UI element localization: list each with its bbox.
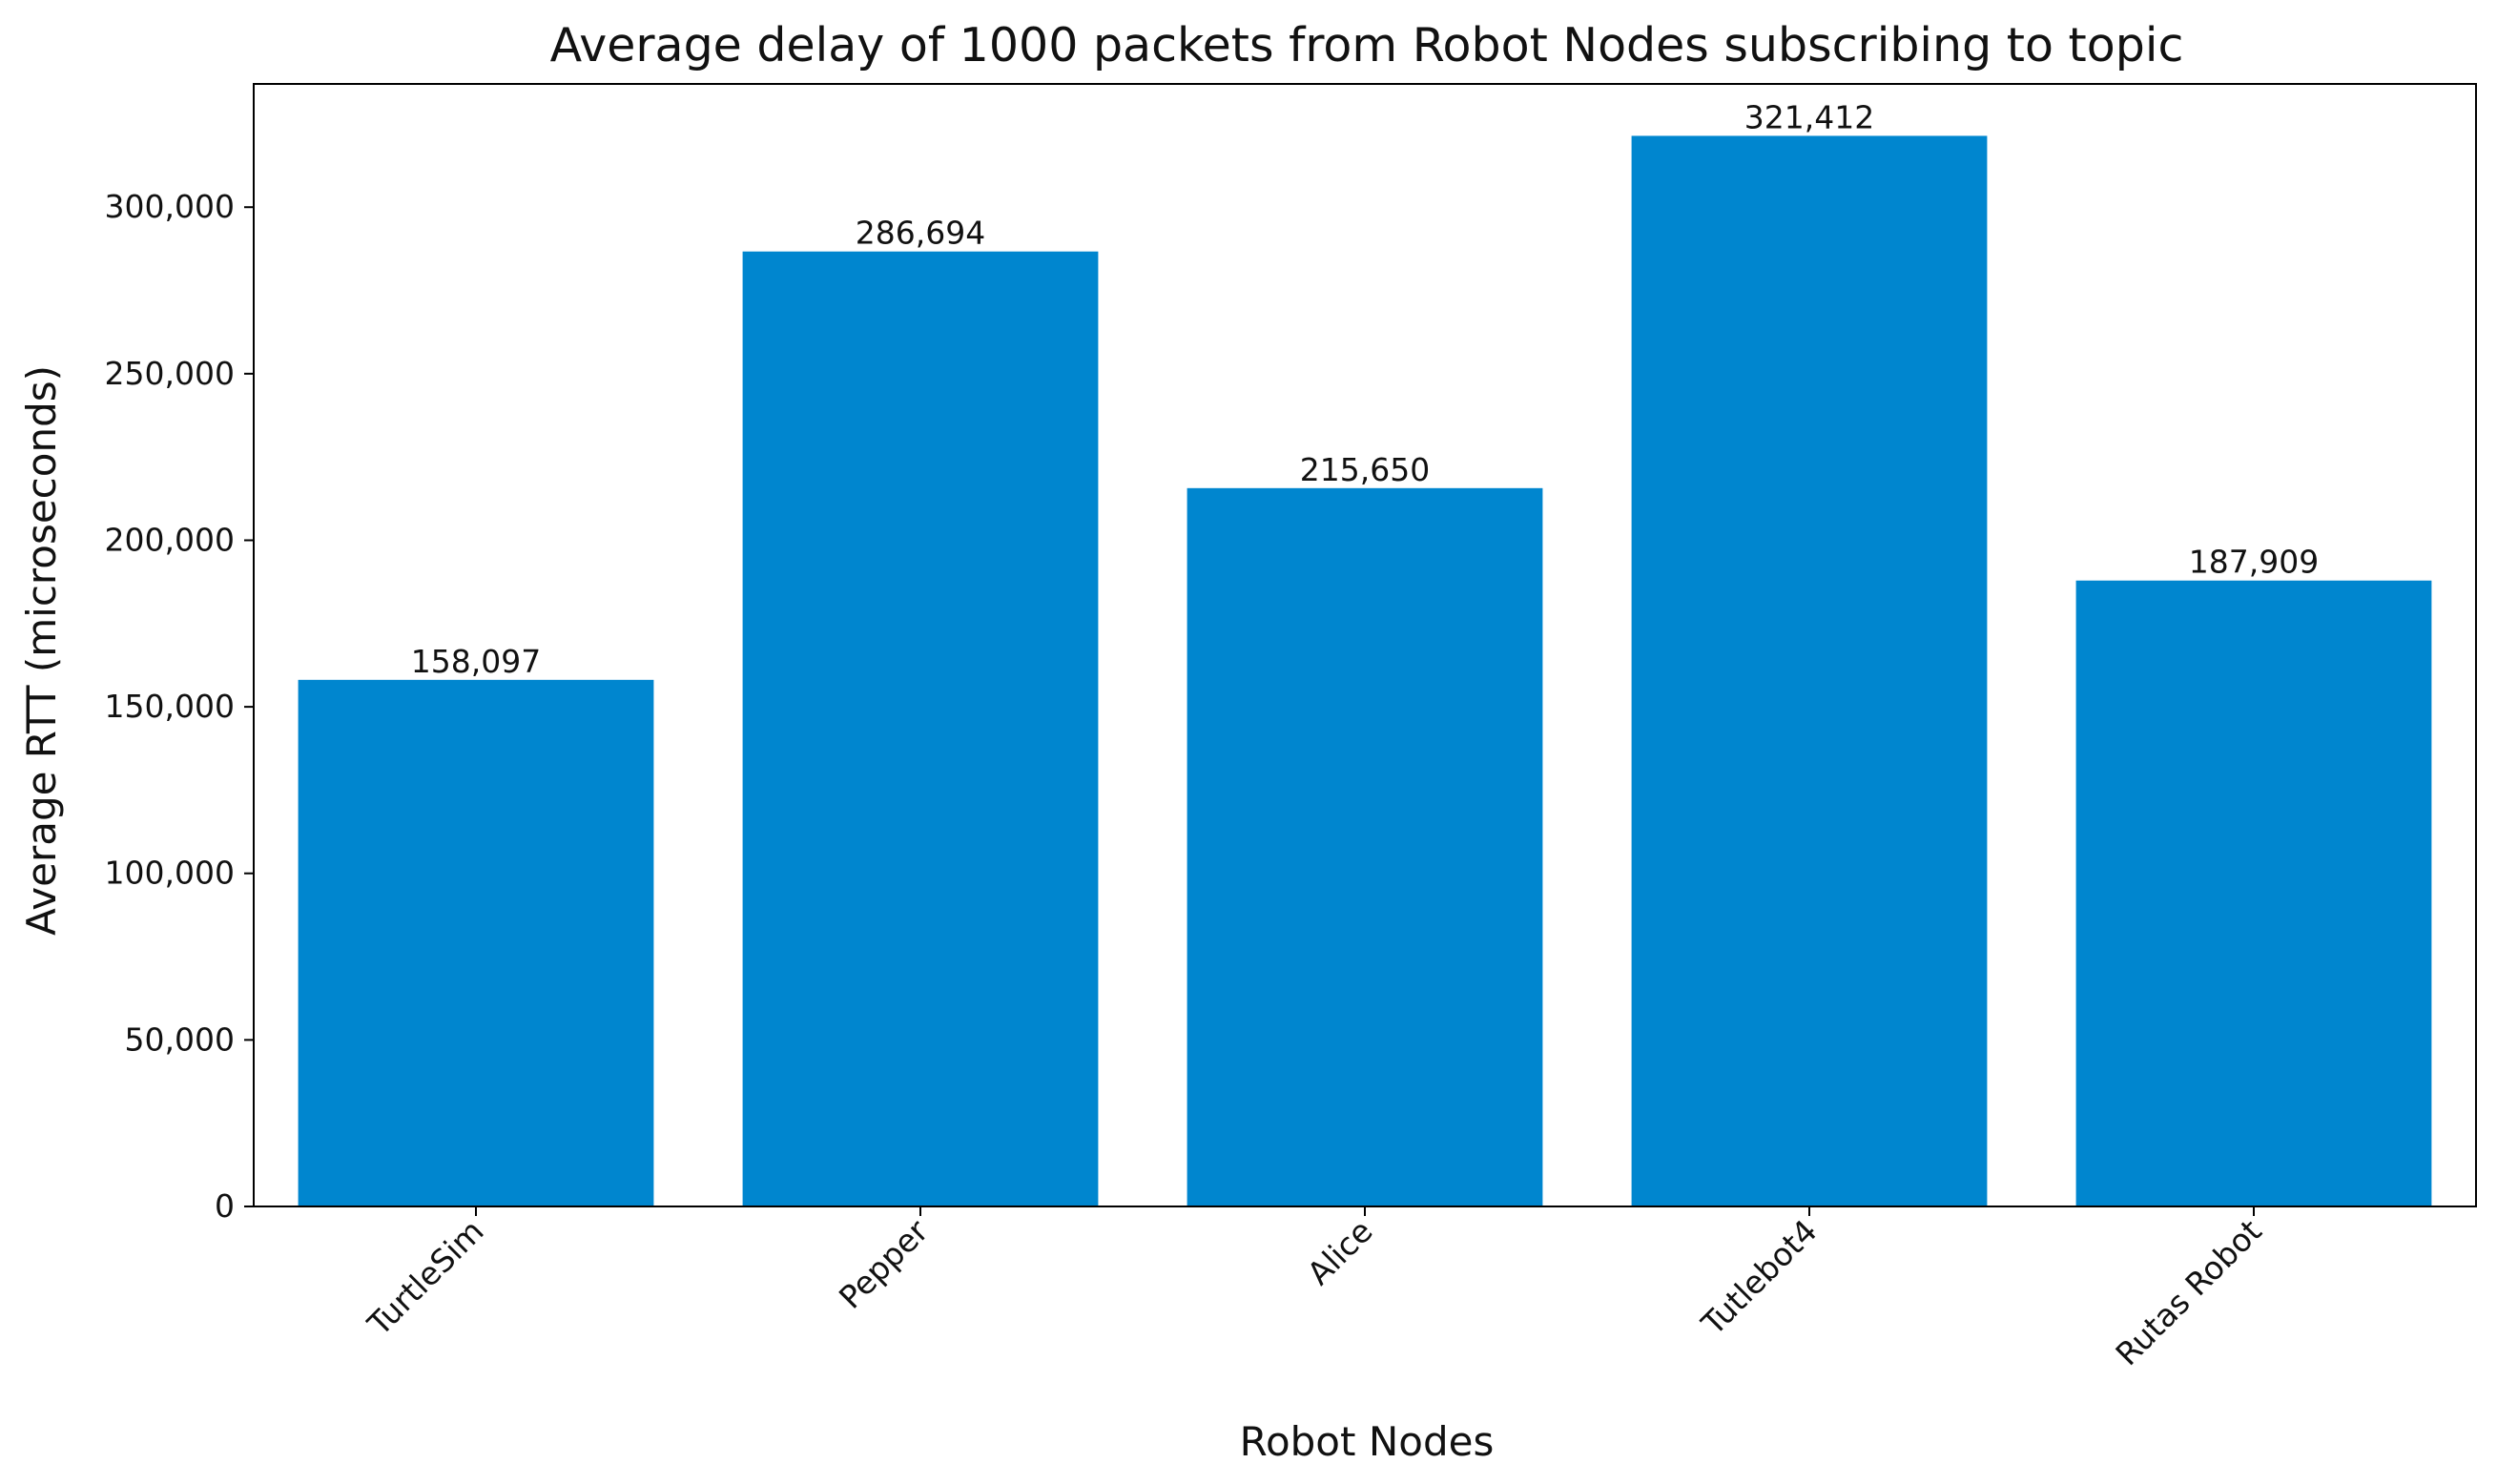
plot-area: 158,097 286,694 215,650 321,412 187,909 0 50,0… (105, 83, 2477, 1372)
data-label: 158,097 (411, 643, 541, 680)
data-label: 286,694 (856, 215, 985, 252)
bar-tutlebot4 (1631, 135, 1988, 1207)
x-tick-label: Alice (1300, 1212, 1380, 1292)
x-axis-label: Robot Nodes (1240, 1418, 1495, 1465)
x-tick-label: Pepper (832, 1212, 936, 1316)
bar-rutas-robot (2075, 580, 2432, 1206)
x-tick-label: Tutlebot4 (1694, 1212, 1825, 1343)
y-axis-label: Average RTT (microseconds) (18, 365, 65, 936)
x-tick-label: TurtleSim (360, 1212, 490, 1343)
data-label: 187,909 (2189, 544, 2319, 581)
bar-turtlesim (298, 679, 654, 1206)
x-tick-label: Rutas Robot (2108, 1212, 2268, 1372)
y-tick-label: 50,000 (125, 1020, 235, 1058)
y-tick-label: 150,000 (105, 688, 235, 725)
bar-pepper (742, 251, 1099, 1206)
y-tick-label: 100,000 (105, 855, 235, 892)
bar-alice (1187, 487, 1543, 1206)
axes-frame (253, 83, 2477, 1207)
y-tick-label: 0 (215, 1187, 235, 1225)
data-label: 215,650 (1300, 451, 1430, 488)
y-tick-label: 300,000 (105, 188, 235, 225)
chart-title: Average delay of 1000 packets from Robot… (550, 18, 2184, 72)
y-tick-label: 200,000 (105, 521, 235, 558)
data-label: 321,412 (1744, 98, 1874, 135)
y-tick-label: 250,000 (105, 355, 235, 392)
